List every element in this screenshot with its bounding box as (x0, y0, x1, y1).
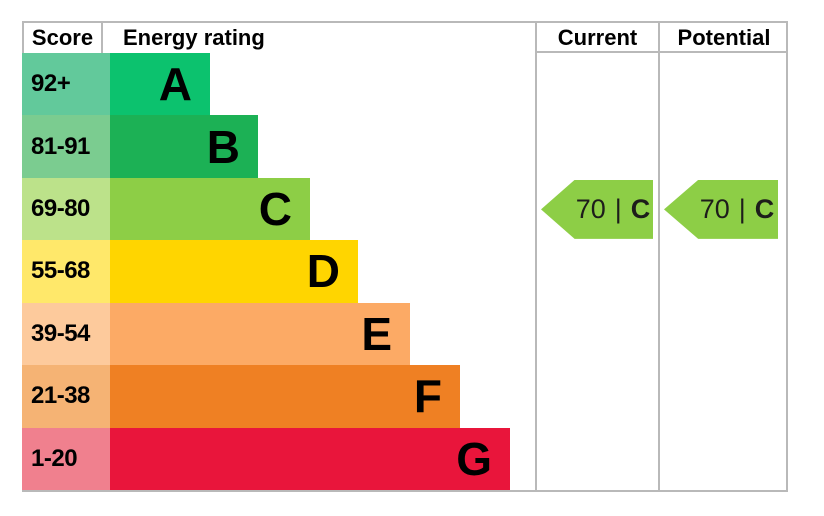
potential-score-value: 70 (699, 193, 730, 224)
rating-bar-c: C (110, 177, 310, 241)
column-header-energy-rating: Energy rating (123, 25, 265, 50)
band-letter-g: G (456, 432, 492, 485)
current-band-letter: C (630, 193, 651, 224)
score-column-divider (101, 21, 103, 53)
rating-bands: 92+ A 81-91 B 69-80 C 55-68 D 39-54 E 21… (22, 53, 788, 490)
rating-bar-e: E (110, 302, 410, 366)
current-column-divider (535, 21, 537, 492)
table-right-border (786, 21, 788, 492)
epc-table: Score Energy rating Current Potential 92… (22, 21, 788, 492)
score-range-e: 39-54 (22, 302, 110, 366)
table-bottom-border (22, 490, 788, 492)
score-range-a: 92+ (22, 53, 110, 116)
badge-separator: | (738, 193, 746, 224)
band-row-g: 1-20 G (22, 427, 788, 490)
header-left-border (22, 21, 24, 53)
current-score-value: 70 (575, 193, 606, 224)
column-header-score: Score (31, 25, 94, 50)
score-range-d: 55-68 (22, 240, 110, 303)
column-header-current: Current (557, 25, 638, 50)
band-row-b: 81-91 B (22, 115, 788, 178)
band-letter-b: B (206, 120, 240, 173)
column-header-potential: Potential (677, 25, 771, 50)
band-letter-c: C (258, 183, 292, 236)
band-row-a: 92+ A (22, 53, 788, 116)
band-row-f: 21-38 F (22, 365, 788, 428)
band-letter-a: A (158, 58, 192, 111)
band-letter-d: D (306, 245, 340, 298)
rating-bar-f: F (110, 365, 460, 428)
table-top-border (22, 21, 788, 23)
rating-bar-d: D (110, 240, 358, 303)
badge-separator: | (614, 193, 622, 224)
rating-bar-g: G (110, 427, 510, 490)
rating-bar-b: B (110, 115, 258, 178)
band-letter-e: E (361, 307, 392, 360)
potential-band-letter: C (754, 193, 775, 224)
score-range-b: 81-91 (22, 115, 110, 178)
band-row-d: 55-68 D (22, 240, 788, 303)
band-row-e: 39-54 E (22, 302, 788, 366)
potential-column-divider (658, 21, 660, 492)
rating-bar-a: A (110, 53, 210, 116)
band-row-c: 69-80 C (22, 177, 788, 241)
band-letter-f: F (413, 370, 442, 423)
header-bottom-border (535, 51, 788, 53)
score-range-g: 1-20 (22, 427, 110, 490)
score-range-f: 21-38 (22, 365, 110, 428)
score-range-c: 69-80 (22, 177, 110, 241)
